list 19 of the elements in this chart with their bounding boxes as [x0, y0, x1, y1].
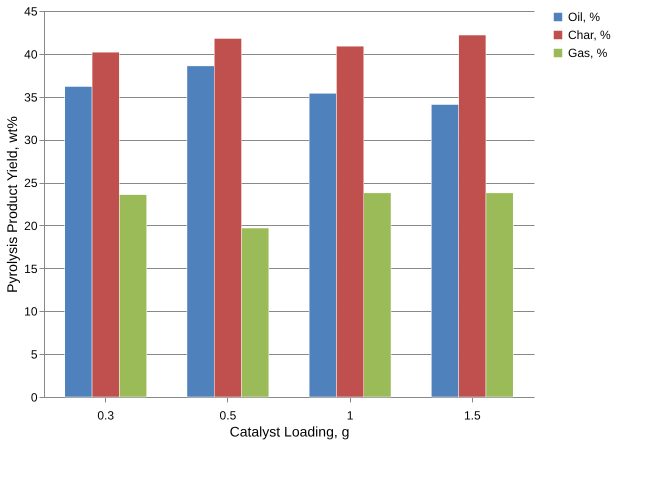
legend-label: Oil, % — [568, 10, 600, 24]
y-tick-label: 20 — [24, 218, 38, 233]
y-tick-label: 40 — [24, 47, 38, 62]
y-tick-label: 15 — [24, 262, 38, 276]
x-tick-label: 0.5 — [220, 408, 237, 422]
x-axis-title: Catalyst Loading, g — [230, 424, 350, 440]
legend-label: Char, % — [568, 28, 612, 42]
x-tick-label: 0.3 — [97, 408, 114, 422]
y-tick-label: 5 — [30, 348, 38, 362]
legend-label: Gas, % — [568, 46, 608, 60]
y-axis-title: Pyrolysis Product Yield, wt% — [4, 116, 20, 293]
y-tick-label: 0 — [30, 390, 38, 404]
y-tick-label: 30 — [24, 133, 38, 148]
x-tick-label: 1.5 — [464, 408, 481, 422]
y-tick-label: 10 — [24, 304, 38, 319]
y-tick-label: 45 — [24, 4, 38, 18]
x-tick-label: 1 — [346, 408, 354, 422]
y-tick-label: 35 — [24, 90, 38, 104]
y-tick-label: 25 — [24, 176, 38, 190]
